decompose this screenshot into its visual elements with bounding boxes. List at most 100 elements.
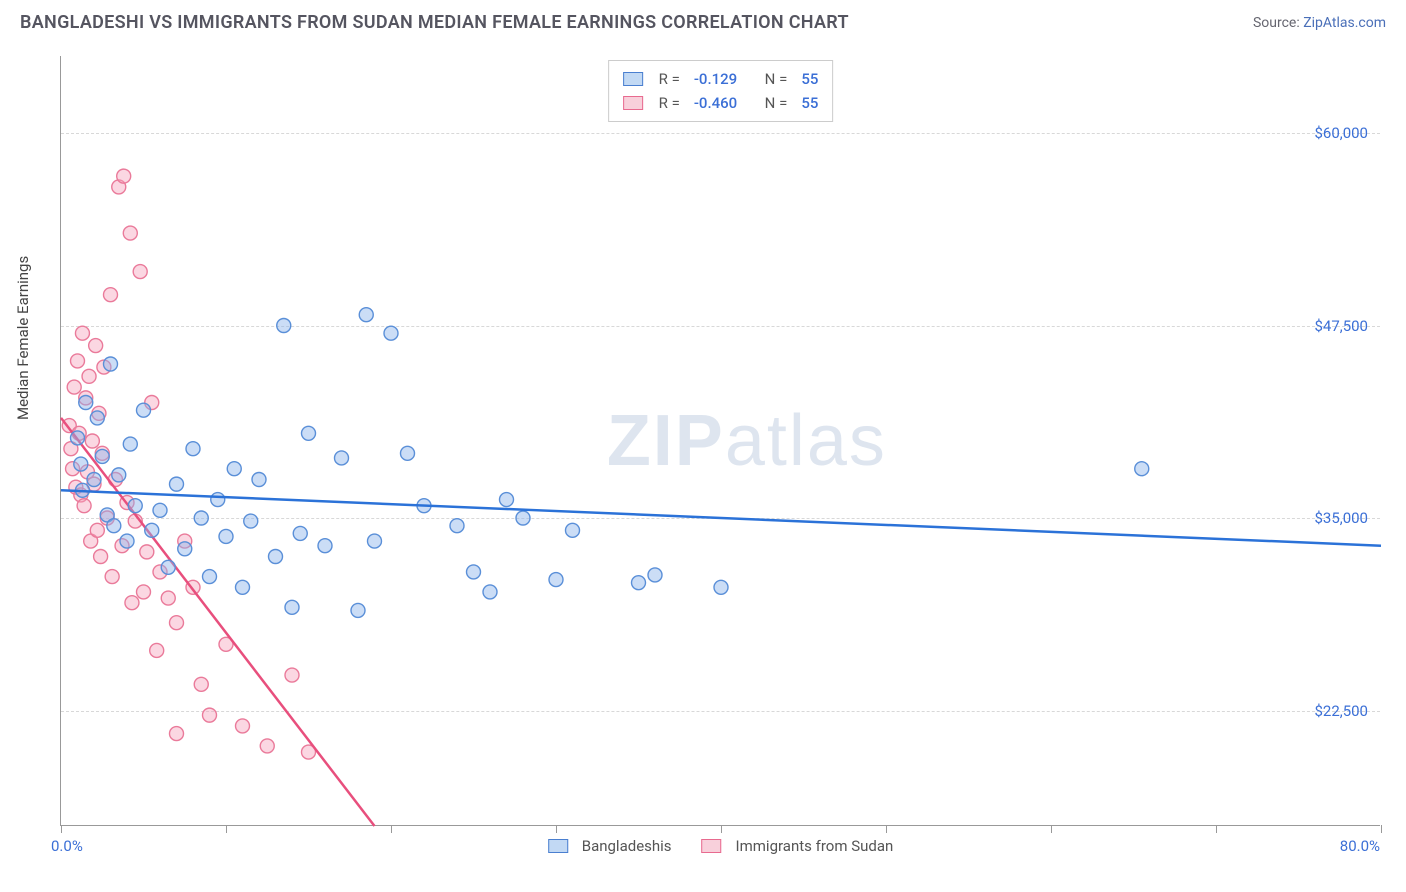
data-point [714, 580, 728, 594]
data-point [236, 719, 250, 733]
data-point [128, 499, 142, 513]
data-point [117, 169, 131, 183]
data-point [87, 473, 101, 487]
data-point [401, 446, 415, 460]
data-point [153, 503, 167, 517]
data-point [95, 449, 109, 463]
data-point [107, 519, 121, 533]
data-point [67, 380, 81, 394]
data-point [219, 529, 233, 543]
data-point [161, 591, 175, 605]
data-point [450, 519, 464, 533]
data-point [90, 523, 104, 537]
data-point [105, 570, 119, 584]
data-point [71, 354, 85, 368]
data-point [500, 493, 514, 507]
series-legend: Bangladeshis Immigrants from Sudan [548, 837, 894, 855]
chart-title: BANGLADESHI VS IMMIGRANTS FROM SUDAN MED… [20, 12, 849, 33]
legend-item-sudan: Immigrants from Sudan [702, 837, 894, 855]
chart-plot-area: ZIPatlas $22,500$35,000$47,500$60,000 R … [60, 56, 1380, 826]
data-point [82, 369, 96, 383]
legend-row-pink: R = -0.460 N = 55 [623, 91, 819, 115]
data-point [252, 473, 266, 487]
data-point [302, 426, 316, 440]
legend-item-bangladeshis: Bangladeshis [548, 837, 672, 855]
data-point [123, 437, 137, 451]
data-point [203, 708, 217, 722]
data-point [566, 523, 580, 537]
x-tick [226, 825, 227, 833]
x-axis-min-label: 0.0% [51, 837, 83, 855]
x-axis-max-label: 80.0% [1340, 837, 1380, 855]
data-point [85, 434, 99, 448]
swatch-blue-icon [548, 839, 568, 853]
data-point [170, 477, 184, 491]
data-point [483, 585, 497, 599]
data-point [74, 457, 88, 471]
data-point [104, 288, 118, 302]
source-label: Source: ZipAtlas.com [1253, 15, 1386, 31]
data-point [140, 545, 154, 559]
data-point [648, 568, 662, 582]
data-point [549, 573, 563, 587]
x-tick [886, 825, 887, 833]
data-point [133, 265, 147, 279]
data-point [516, 511, 530, 525]
data-point [161, 560, 175, 574]
data-point [236, 580, 250, 594]
data-point [467, 565, 481, 579]
x-tick [721, 825, 722, 833]
data-point [318, 539, 332, 553]
data-point [194, 511, 208, 525]
data-point [104, 357, 118, 371]
data-point [71, 431, 85, 445]
data-point [211, 493, 225, 507]
data-point [260, 739, 274, 753]
data-point [1135, 462, 1149, 476]
data-point [120, 534, 134, 548]
data-point [285, 668, 299, 682]
data-point [194, 677, 208, 691]
data-point [145, 523, 159, 537]
trend-line [61, 418, 375, 826]
legend-row-blue: R = -0.129 N = 55 [623, 67, 819, 91]
x-tick [556, 825, 557, 833]
source-link[interactable]: ZipAtlas.com [1303, 15, 1386, 31]
data-point [112, 468, 126, 482]
data-point [186, 442, 200, 456]
data-point [170, 727, 184, 741]
data-point [269, 550, 283, 564]
data-point [90, 411, 104, 425]
data-point [178, 542, 192, 556]
correlation-legend: R = -0.129 N = 55 R = -0.460 N = 55 [608, 60, 834, 122]
data-point [79, 396, 93, 410]
data-point [335, 451, 349, 465]
x-tick [1381, 825, 1382, 833]
data-point [384, 326, 398, 340]
data-point [137, 403, 151, 417]
trend-line [61, 490, 1381, 545]
data-point [203, 570, 217, 584]
data-point [170, 616, 184, 630]
data-point [75, 326, 89, 340]
data-point [227, 462, 241, 476]
data-point [77, 499, 91, 513]
swatch-pink-icon [702, 839, 722, 853]
data-point [277, 319, 291, 333]
data-point [123, 226, 137, 240]
x-tick [61, 825, 62, 833]
scatter-svg [61, 56, 1380, 825]
data-point [293, 526, 307, 540]
data-point [150, 643, 164, 657]
data-point [137, 585, 151, 599]
data-point [359, 308, 373, 322]
data-point [351, 603, 365, 617]
data-point [285, 600, 299, 614]
y-axis-label: Median Female Earnings [14, 256, 32, 420]
data-point [94, 550, 108, 564]
swatch-blue-icon [623, 72, 643, 86]
data-point [125, 596, 139, 610]
swatch-pink-icon [623, 96, 643, 110]
data-point [368, 534, 382, 548]
data-point [244, 514, 258, 528]
